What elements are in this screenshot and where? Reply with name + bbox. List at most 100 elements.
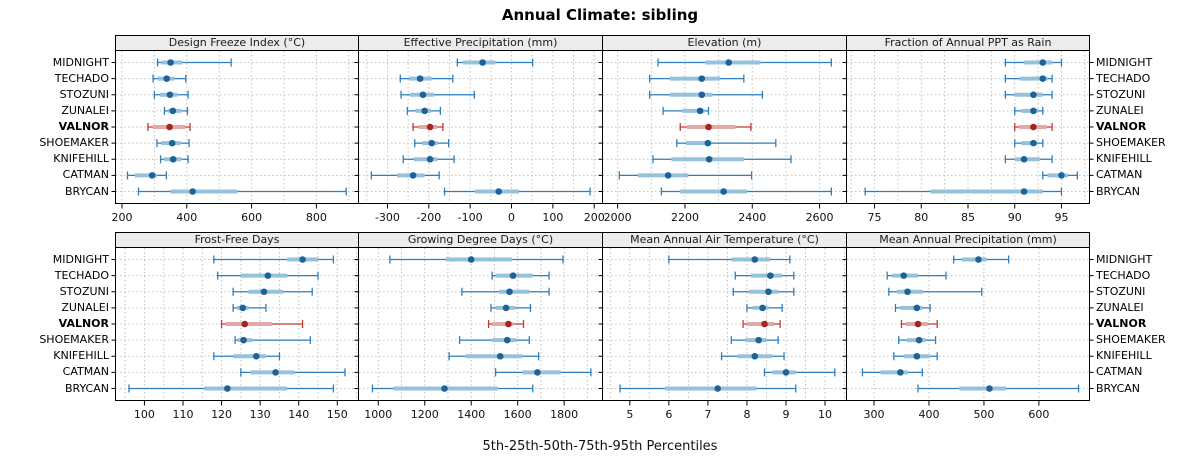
interval-row-stozuni	[354, 287, 602, 296]
svg-text:1800: 1800	[550, 408, 578, 421]
panel-3: 75 80 85 90 95	[842, 50, 1094, 224]
interval-row-catman	[598, 171, 846, 180]
station-label-valnor: VALNOR	[58, 317, 109, 330]
station-label-catman: CATMAN	[62, 168, 109, 182]
interval-row-brycan	[111, 384, 358, 393]
interval-row-techado	[598, 271, 846, 280]
interval-row-knifehill	[598, 352, 846, 361]
interval-row-catman	[842, 171, 1094, 180]
interval-row-valnor	[598, 320, 846, 328]
panel-plot: 200 400 600 800	[111, 50, 359, 224]
station-label-valnor: VALNOR	[1096, 317, 1147, 330]
panel-plot: 100 110 120 130 140 150	[111, 247, 359, 421]
interval-row-techado	[354, 271, 602, 280]
interval-row-catman	[842, 368, 1094, 377]
station-label-catman: CATMAN	[62, 365, 109, 379]
interval-row-brycan	[354, 384, 602, 393]
panel-5: 1000 1200 1400 1600 1800	[354, 247, 603, 421]
station-label-zunalei: ZUNALEI	[61, 103, 109, 117]
interval-row-brycan	[598, 187, 846, 196]
svg-text:500: 500	[973, 408, 994, 421]
interval-row-techado	[354, 74, 602, 83]
interval-row-stozuni	[842, 90, 1094, 99]
svg-text:100: 100	[134, 408, 155, 421]
svg-text:85: 85	[961, 211, 975, 224]
interval-row-zunalei	[842, 303, 1094, 312]
interval-row-midnight	[842, 58, 1094, 67]
x-axis: 200 400 600 800	[111, 204, 327, 224]
panel-1: -300 -200 -100 0 100 200	[354, 50, 605, 224]
interval-row-knifehill	[354, 352, 602, 361]
station-label-shoemaker: SHOEMAKER	[39, 333, 109, 347]
x-axis: 300 400 500 600	[863, 401, 1049, 421]
interval-row-shoemaker	[111, 336, 358, 345]
interval-row-zunalei	[111, 106, 358, 115]
interval-row-valnor	[354, 320, 602, 328]
interval-row-midnight	[111, 255, 358, 264]
svg-text:2200: 2200	[671, 211, 699, 224]
interval-row-zunalei	[354, 106, 602, 115]
station-label-techado: TECHADO	[1096, 71, 1151, 85]
svg-text:400: 400	[176, 211, 197, 224]
interval-row-knifehill	[598, 155, 846, 164]
svg-text:1200: 1200	[411, 408, 439, 421]
svg-text:6: 6	[665, 408, 672, 421]
panel-4: 100 110 120 130 140 150	[111, 247, 359, 421]
svg-text:2000: 2000	[604, 211, 632, 224]
station-label-shoemaker: SHOEMAKER	[39, 136, 109, 150]
interval-row-techado	[111, 271, 358, 280]
svg-text:110: 110	[173, 408, 194, 421]
station-label-catman: CATMAN	[1096, 168, 1143, 182]
interval-row-knifehill	[354, 155, 602, 164]
interval-row-stozuni	[842, 287, 1094, 296]
interval-row-zunalei	[354, 303, 602, 312]
interval-row-techado	[598, 74, 846, 83]
interval-row-techado	[111, 74, 358, 83]
station-label-stozuni: STOZUNI	[59, 87, 109, 101]
panel-2: 2000 2200 2400 2600	[598, 50, 847, 224]
interval-row-stozuni	[598, 287, 846, 296]
station-label-stozuni: STOZUNI	[1096, 284, 1146, 298]
x-axis: 5 6 7 8 9 10	[626, 401, 832, 421]
panel-plot: 75 80 85 90 95	[842, 50, 1094, 224]
station-label-valnor: VALNOR	[58, 120, 109, 133]
station-label-zunalei: ZUNALEI	[1096, 103, 1144, 117]
interval-row-shoemaker	[842, 336, 1094, 345]
interval-row-midnight	[598, 255, 846, 264]
interval-row-valnor	[842, 123, 1094, 131]
figure-title: Annual Climate: sibling	[501, 6, 699, 24]
station-label-brycan: BRYCAN	[64, 184, 109, 198]
svg-text:0: 0	[508, 211, 515, 224]
interval-row-brycan	[354, 187, 602, 196]
station-label-shoemaker: SHOEMAKER	[1096, 333, 1166, 347]
x-axis: 1000 1200 1400 1600 1800	[364, 401, 578, 421]
svg-text:1400: 1400	[457, 408, 485, 421]
panel-plot: 5 6 7 8 9 10	[598, 247, 847, 421]
svg-text:-100: -100	[458, 211, 483, 224]
interval-row-knifehill	[111, 155, 358, 164]
interval-row-stozuni	[354, 90, 602, 99]
interval-row-catman	[354, 368, 602, 377]
interval-row-stozuni	[598, 90, 846, 99]
interval-row-shoemaker	[111, 139, 358, 148]
panel-plot: 1000 1200 1400 1600 1800	[354, 247, 603, 421]
station-label-stozuni: STOZUNI	[1096, 87, 1146, 101]
interval-row-knifehill	[842, 352, 1094, 361]
x-axis: 75 80 85 90 95	[868, 204, 1068, 224]
svg-text:75: 75	[868, 211, 882, 224]
panel-strip: Frost-Free Days	[115, 232, 359, 248]
x-axis: -300 -200 -100 0 100 200	[375, 204, 605, 224]
interval-row-techado	[842, 74, 1094, 83]
interval-row-knifehill	[111, 352, 358, 361]
panel-strip: Growing Degree Days (°C)	[358, 232, 603, 248]
interval-row-stozuni	[111, 90, 358, 99]
panel-0: 200 400 600 800	[111, 50, 359, 224]
svg-text:150: 150	[327, 408, 348, 421]
svg-text:2600: 2600	[806, 211, 834, 224]
station-label-catman: CATMAN	[1096, 365, 1143, 379]
station-label-midnight: MIDNIGHT	[52, 252, 109, 266]
svg-text:1000: 1000	[364, 408, 392, 421]
svg-text:5: 5	[626, 408, 633, 421]
station-label-zunalei: ZUNALEI	[1096, 300, 1144, 314]
